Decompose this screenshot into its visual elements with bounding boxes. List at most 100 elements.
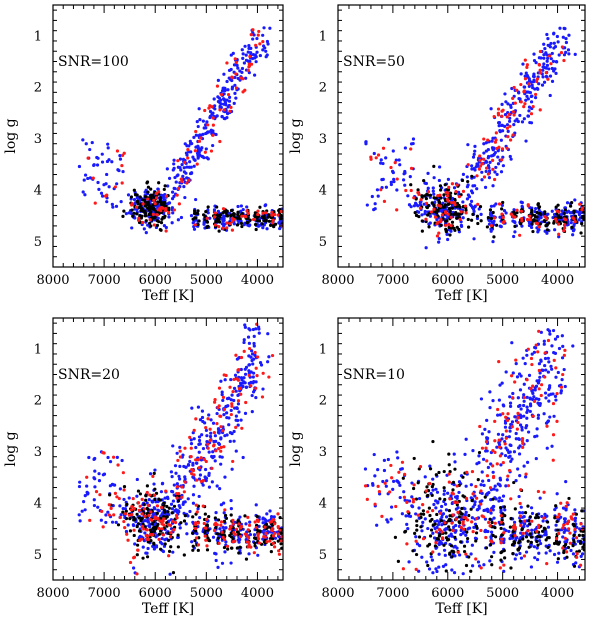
data-point	[174, 180, 178, 184]
data-point	[493, 177, 497, 182]
data-point	[363, 467, 368, 471]
data-point	[252, 217, 256, 222]
data-point	[470, 205, 475, 210]
data-point	[262, 26, 266, 30]
data-point	[572, 533, 576, 538]
data-point	[513, 230, 517, 234]
data-point	[488, 406, 492, 410]
data-point	[428, 214, 432, 218]
data-point	[192, 135, 196, 139]
data-point	[192, 484, 196, 488]
data-point	[141, 556, 145, 560]
data-point	[442, 486, 446, 490]
data-point	[240, 224, 244, 229]
data-point	[487, 430, 491, 434]
data-point	[393, 535, 398, 539]
data-point	[428, 221, 432, 225]
data-point	[208, 434, 213, 439]
data-point	[166, 531, 170, 535]
data-point	[546, 520, 550, 524]
data-point	[238, 537, 242, 542]
snr-annotation: SNR=100	[58, 54, 129, 70]
data-point	[97, 479, 102, 483]
data-point	[524, 426, 528, 430]
data-point	[201, 119, 205, 123]
data-point	[546, 43, 550, 47]
data-point	[132, 556, 136, 560]
data-point	[232, 439, 236, 443]
data-point	[386, 457, 390, 462]
data-point	[497, 124, 501, 128]
data-point	[522, 399, 526, 403]
data-point	[476, 202, 480, 206]
data-point	[163, 184, 167, 188]
data-point	[452, 226, 456, 230]
data-point	[494, 131, 498, 135]
data-point	[220, 89, 225, 93]
data-point	[459, 533, 463, 537]
data-point	[435, 569, 439, 574]
data-point	[464, 484, 468, 488]
data-point	[93, 469, 97, 473]
data-point	[92, 163, 96, 167]
data-point	[498, 496, 502, 500]
data-point	[213, 211, 218, 215]
data-point	[534, 397, 539, 401]
data-point	[448, 552, 452, 556]
data-point	[239, 221, 244, 225]
data-point	[491, 240, 495, 244]
data-point	[448, 497, 452, 501]
data-point	[107, 185, 111, 189]
data-point	[412, 486, 416, 491]
data-point	[114, 204, 119, 208]
data-point	[270, 353, 275, 358]
data-point	[146, 190, 150, 194]
data-point	[108, 460, 113, 464]
data-point	[491, 449, 495, 453]
data-point	[450, 555, 454, 559]
data-point	[145, 490, 149, 495]
data-point	[150, 522, 154, 526]
data-point	[248, 223, 252, 227]
data-point	[512, 540, 516, 544]
data-point	[147, 212, 151, 217]
data-point	[278, 528, 282, 532]
data-point	[229, 53, 233, 57]
data-point	[227, 396, 231, 400]
data-point	[578, 541, 583, 545]
data-point	[249, 380, 253, 384]
data-point	[170, 511, 174, 515]
data-point	[222, 501, 226, 505]
data-point	[472, 237, 476, 241]
data-point	[551, 59, 556, 64]
data-point	[200, 415, 205, 420]
data-point	[188, 509, 192, 514]
data-point	[206, 446, 210, 450]
data-point	[469, 189, 474, 193]
data-point	[176, 458, 180, 463]
data-point	[399, 467, 403, 471]
data-point	[234, 418, 238, 422]
data-point	[432, 207, 436, 211]
data-point	[251, 56, 255, 61]
data-point	[509, 497, 513, 501]
data-point	[496, 162, 501, 166]
data-point	[540, 83, 545, 87]
data-point	[403, 183, 407, 187]
data-point	[422, 512, 426, 516]
data-point	[534, 206, 538, 211]
data-point	[476, 478, 480, 482]
data-point	[477, 207, 481, 211]
data-point	[224, 540, 228, 544]
data-point	[400, 512, 404, 516]
data-point	[483, 427, 487, 431]
data-point	[561, 344, 565, 348]
data-point	[196, 222, 200, 227]
data-point	[170, 475, 174, 479]
data-point	[153, 507, 157, 511]
data-point	[196, 548, 200, 552]
data-point	[464, 211, 468, 215]
data-point	[232, 530, 236, 535]
data-point	[197, 435, 202, 439]
data-point	[422, 179, 426, 183]
